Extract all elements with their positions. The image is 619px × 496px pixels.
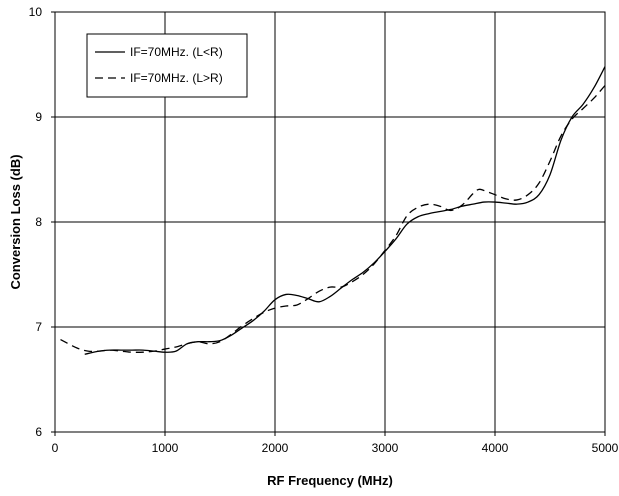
x-tick-label: 0	[52, 441, 59, 455]
y-tick-label: 7	[35, 320, 42, 334]
legend-box	[86, 33, 248, 98]
x-tick-label: 1000	[152, 441, 179, 455]
x-axis-title: RF Frequency (MHz)	[267, 473, 393, 488]
x-tick-label: 5000	[592, 441, 619, 455]
tick-labels: 0 1000 2000 3000 4000 5000 6 7 8 9 10	[29, 5, 619, 455]
x-tick-label: 4000	[482, 441, 509, 455]
y-tick-label: 9	[35, 110, 42, 124]
legend: IF=70MHz. (L<R) IF=70MHz. (L>R)	[86, 33, 248, 98]
legend-label-l-lt-r: IF=70MHz. (L<R)	[130, 45, 223, 59]
y-tick-label: 8	[35, 215, 42, 229]
y-tick-label: 6	[35, 425, 42, 439]
series-group	[60, 66, 606, 355]
series-line-dashed	[60, 85, 606, 353]
y-axis-title: Conversion Loss (dB)	[8, 154, 23, 289]
y-tick-label: 10	[29, 5, 43, 19]
legend-label-l-gt-r: IF=70MHz. (L>R)	[130, 71, 223, 85]
series-line-solid	[84, 66, 606, 355]
x-tick-label: 3000	[372, 441, 399, 455]
x-tick-label: 2000	[262, 441, 289, 455]
